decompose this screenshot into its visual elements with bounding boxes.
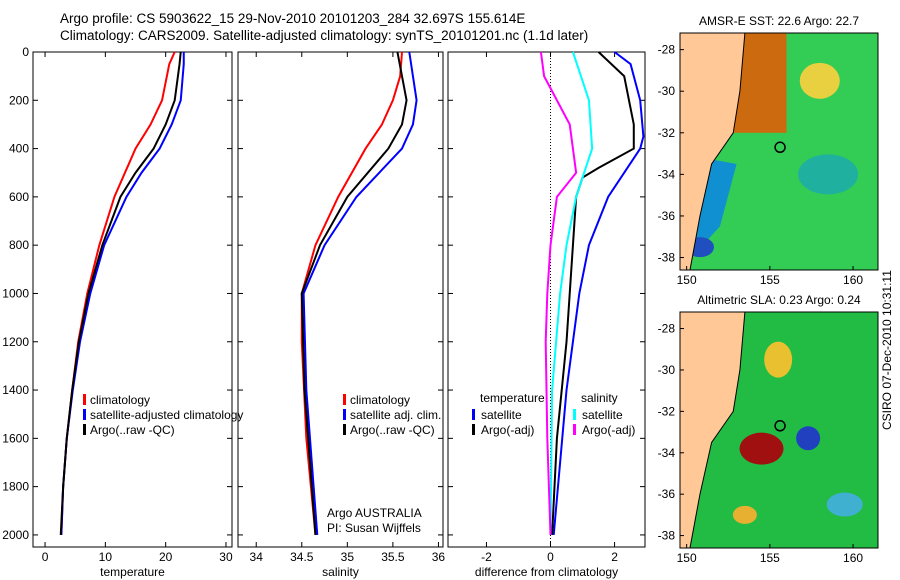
y-tick-label: 600 (9, 190, 29, 204)
series-line-red (60, 51, 176, 535)
eddy-high (764, 341, 793, 378)
legend-swatch (573, 424, 576, 435)
y-tick-label: 0 (22, 45, 29, 59)
x-tick-label: 20 (159, 550, 173, 564)
legend-swatch (83, 424, 86, 435)
legend-title: temperature (480, 391, 545, 405)
legend-label: Argo(..raw -QC) (350, 423, 435, 437)
map-x-tick-label: 150 (677, 273, 697, 287)
legend-label: satellite (481, 408, 522, 422)
eddy-low (796, 426, 821, 451)
y-tick-label: 1200 (2, 335, 29, 349)
y-tick-label: 400 (9, 142, 29, 156)
y-tick-label: 1000 (2, 286, 29, 300)
map-y-tick-label: -32 (658, 404, 676, 418)
eddy-high (732, 505, 757, 524)
map-y-tick-label: -28 (658, 43, 676, 57)
legend-swatch (343, 394, 346, 405)
legend-label: climatology (90, 393, 150, 407)
x-axis-label: salinity (322, 565, 359, 579)
legend-label: satellite adj. clim. (350, 408, 441, 422)
map-y-tick-label: -36 (658, 209, 676, 223)
series-line-black (551, 51, 635, 535)
title-line-2: Climatology: CARS2009. Satellite-adjuste… (60, 28, 589, 43)
map-x-tick-label: 150 (677, 551, 697, 565)
credit-label: CSIRO 07-Dec-2010 10:31:11 (880, 270, 894, 430)
x-tick-label: 35 (341, 550, 355, 564)
x-tick-label: 34 (250, 550, 264, 564)
series-line-blue (552, 51, 645, 536)
legend-swatch (83, 394, 86, 405)
map-y-tick-label: -32 (658, 126, 676, 140)
y-tick-label: 1800 (2, 480, 29, 494)
series-line-cyan (549, 51, 594, 535)
title-line-1: Argo profile: CS 5903622_15 29-Nov-2010 … (60, 11, 526, 26)
y-tick-label: 800 (9, 238, 29, 252)
x-tick-label: 10 (99, 550, 113, 564)
legend-swatch (343, 424, 346, 435)
x-tick-label: -2 (481, 550, 492, 564)
annotation: Argo AUSTRALIA (327, 506, 422, 520)
x-axis-label: temperature (100, 565, 165, 579)
legend-swatch (472, 424, 475, 435)
map-y-tick-label: -36 (658, 487, 676, 501)
map-y-tick-label: -34 (658, 446, 676, 460)
y-tick-label: 200 (9, 93, 29, 107)
legend-swatch (472, 409, 475, 420)
x-tick-label: 34.5 (290, 550, 314, 564)
y-tick-label: 1600 (2, 431, 29, 445)
annotation: PI: Susan Wijffels (327, 521, 421, 535)
legend-title: salinity (581, 391, 618, 405)
map-x-tick-label: 160 (843, 551, 863, 565)
map-title: Altimetric SLA: 0.23 Argo: 0.24 (697, 293, 861, 307)
map-x-tick-label: 155 (760, 551, 780, 565)
plot-frame (32, 51, 233, 548)
legend-swatch (573, 409, 576, 420)
map-y-tick-label: -34 (658, 167, 676, 181)
x-tick-label: 0 (547, 550, 554, 564)
series-line-magenta (539, 51, 578, 535)
plot-frame (447, 51, 646, 548)
plot-frame (237, 51, 444, 548)
series-line-red (300, 51, 403, 536)
x-tick-label: 36 (432, 550, 446, 564)
x-tick-label: 30 (219, 550, 233, 564)
legend-label: climatology (350, 393, 410, 407)
map-title: AMSR-E SST: 22.6 Argo: 22.7 (699, 14, 859, 28)
legend-label: satellite-adjusted climatology (90, 408, 243, 422)
series-line-black (59, 51, 182, 535)
profile-location-marker (774, 420, 786, 432)
map-frame (679, 32, 879, 271)
legend-label: Argo(-adj) (481, 423, 534, 437)
map-frame (679, 311, 879, 549)
series-line-blue (302, 51, 418, 536)
legend-label: satellite (582, 408, 623, 422)
map-y-tick-label: -30 (658, 363, 676, 377)
eddy-low (826, 492, 863, 517)
cool-region (798, 154, 859, 195)
map-y-tick-label: -28 (658, 322, 676, 336)
legend-swatch (343, 409, 346, 420)
map-y-tick-label: -38 (658, 251, 676, 265)
map-x-tick-label: 155 (760, 273, 780, 287)
profile-location-marker (774, 141, 786, 154)
legend-swatch (83, 409, 86, 420)
legend-label: Argo(-adj) (582, 423, 635, 437)
map-y-tick-label: -38 (658, 529, 676, 543)
map-y-tick-label: -30 (658, 84, 676, 98)
y-tick-label: 2000 (2, 528, 29, 542)
legend-label: Argo(..raw -QC) (90, 423, 175, 437)
x-tick-label: 35.5 (381, 550, 405, 564)
series-line-black (300, 51, 408, 536)
map-x-tick-label: 160 (843, 273, 863, 287)
eddy-high (739, 432, 784, 465)
y-tick-label: 1400 (2, 383, 29, 397)
warm-region (799, 62, 840, 99)
x-tick-label: 0 (42, 550, 49, 564)
x-axis-label: difference from climatology (475, 565, 618, 579)
x-tick-label: 2 (611, 550, 618, 564)
